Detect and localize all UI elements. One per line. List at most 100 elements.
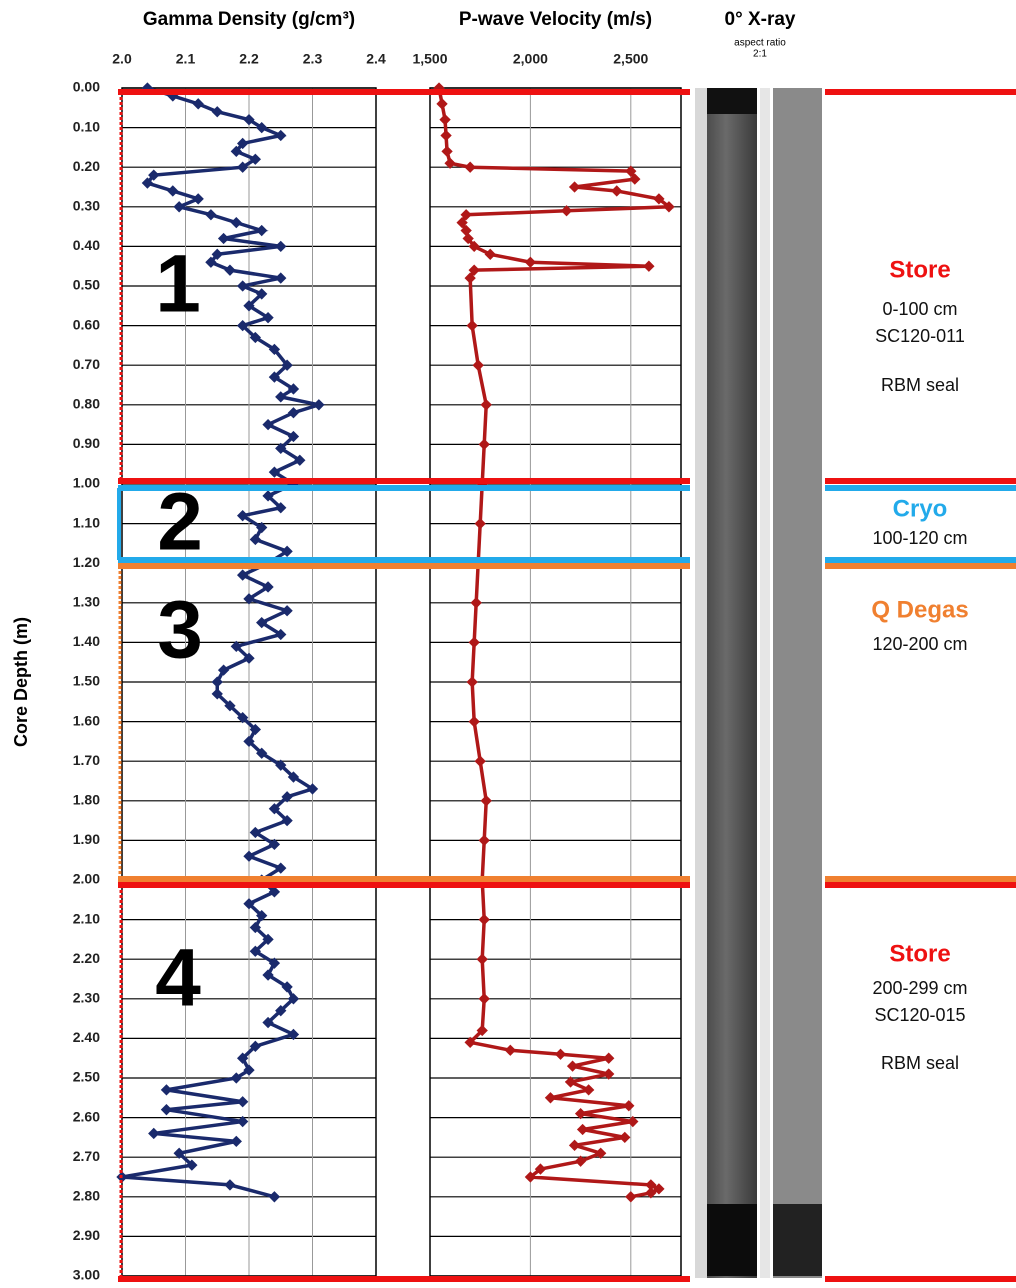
note-text: RBM seal bbox=[881, 375, 959, 395]
data-point bbox=[441, 146, 452, 157]
y-tick-label: 0.00 bbox=[73, 79, 100, 95]
y-axis-label: Core Depth (m) bbox=[11, 617, 31, 747]
data-point bbox=[237, 280, 248, 291]
data-point bbox=[148, 1128, 159, 1139]
data-point bbox=[243, 851, 254, 862]
y-tick-label: 0.40 bbox=[73, 237, 100, 253]
data-point bbox=[275, 130, 286, 141]
xray-core bbox=[773, 88, 822, 1278]
y-tick-label: 1.40 bbox=[73, 633, 100, 649]
data-point bbox=[583, 1084, 594, 1095]
y-tick-label: 1.10 bbox=[73, 514, 100, 530]
panel-title: Gamma Density (g/cm³) bbox=[143, 9, 355, 30]
y-tick-label: 0.50 bbox=[73, 277, 100, 293]
y-tick-label: 0.10 bbox=[73, 118, 100, 134]
data-point bbox=[603, 1053, 614, 1064]
data-point bbox=[545, 1092, 556, 1103]
y-tick-label: 1.70 bbox=[73, 752, 100, 768]
data-point bbox=[567, 1060, 578, 1071]
data-point bbox=[525, 257, 536, 268]
data-point bbox=[167, 185, 178, 196]
y-tick-label: 3.00 bbox=[73, 1267, 100, 1283]
xray-ruler bbox=[695, 88, 707, 1278]
data-point bbox=[231, 1136, 242, 1147]
data-point bbox=[481, 399, 492, 410]
data-point bbox=[237, 569, 248, 580]
y-tick-label: 0.20 bbox=[73, 158, 100, 174]
y-tick-label: 2.10 bbox=[73, 910, 100, 926]
note-text: 200-299 cm bbox=[872, 978, 967, 998]
note-text: SC120-015 bbox=[874, 1005, 965, 1025]
data-point bbox=[173, 201, 184, 212]
y-tick-label: 0.60 bbox=[73, 316, 100, 332]
xray-ruler bbox=[760, 88, 770, 1278]
note-title: Store bbox=[889, 940, 950, 967]
data-point bbox=[505, 1045, 516, 1056]
panel-title: P-wave Velocity (m/s) bbox=[459, 9, 652, 30]
y-tick-label: 1.60 bbox=[73, 712, 100, 728]
x-tick-label: 2.1 bbox=[176, 51, 196, 67]
x-tick-label: 1,500 bbox=[412, 51, 447, 67]
y-tick-label: 2.00 bbox=[73, 871, 100, 887]
xray-title: 0° X-ray bbox=[725, 9, 796, 30]
note-text: 0-100 cm bbox=[882, 299, 957, 319]
data-point bbox=[313, 399, 324, 410]
section-number: 2 bbox=[157, 477, 203, 568]
data-point bbox=[465, 162, 476, 173]
data-point bbox=[643, 261, 654, 272]
data-point bbox=[569, 181, 580, 192]
note-text: RBM seal bbox=[881, 1053, 959, 1073]
data-point bbox=[218, 233, 229, 244]
data-point bbox=[473, 360, 484, 371]
data-point bbox=[577, 1124, 588, 1135]
data-point bbox=[479, 914, 490, 925]
data-point bbox=[467, 320, 478, 331]
data-point bbox=[439, 114, 450, 125]
data-point bbox=[611, 185, 622, 196]
y-tick-label: 2.50 bbox=[73, 1069, 100, 1085]
y-tick-label: 2.90 bbox=[73, 1227, 100, 1243]
y-tick-label: 1.30 bbox=[73, 594, 100, 610]
data-point bbox=[231, 217, 242, 228]
y-tick-label: 1.80 bbox=[73, 792, 100, 808]
y-tick-label: 0.30 bbox=[73, 198, 100, 214]
section-number: 1 bbox=[155, 239, 201, 330]
data-point bbox=[275, 272, 286, 283]
data-point bbox=[619, 1132, 630, 1143]
note-title: Q Degas bbox=[871, 596, 968, 623]
data-point bbox=[161, 1084, 172, 1095]
data-point bbox=[479, 993, 490, 1004]
y-tick-label: 2.20 bbox=[73, 950, 100, 966]
y-tick-label: 0.70 bbox=[73, 356, 100, 372]
data-point bbox=[479, 835, 490, 846]
data-point bbox=[479, 439, 490, 450]
data-point bbox=[281, 605, 292, 616]
xray-subtitle: 2:1 bbox=[753, 49, 767, 60]
note-title: Cryo bbox=[893, 495, 948, 522]
chart: 0° X-ray aspect ratio 2:1 Core Depth (m)… bbox=[0, 0, 1016, 1283]
note-title: Store bbox=[889, 256, 950, 283]
x-tick-label: 2.3 bbox=[303, 51, 323, 67]
x-tick-label: 2.4 bbox=[366, 51, 386, 67]
y-tick-label: 2.70 bbox=[73, 1148, 100, 1164]
y-tick-label: 2.30 bbox=[73, 990, 100, 1006]
y-tick-label: 2.40 bbox=[73, 1029, 100, 1045]
y-tick-label: 1.50 bbox=[73, 673, 100, 689]
data-point bbox=[467, 676, 478, 687]
section-number: 4 bbox=[155, 933, 201, 1024]
y-tick-label: 0.90 bbox=[73, 435, 100, 451]
data-point bbox=[193, 193, 204, 204]
note-text: 100-120 cm bbox=[872, 528, 967, 548]
data-point bbox=[623, 1100, 634, 1111]
data-point bbox=[262, 419, 273, 430]
data-point bbox=[440, 130, 451, 141]
data-point bbox=[485, 249, 496, 260]
xray-panel: 0° X-ray aspect ratio 2:1 bbox=[695, 9, 822, 1278]
y-tick-label: 1.00 bbox=[73, 475, 100, 491]
data-point bbox=[237, 1096, 248, 1107]
note-text: SC120-011 bbox=[875, 326, 965, 346]
data-point bbox=[224, 1179, 235, 1190]
data-point bbox=[161, 1104, 172, 1115]
data-point bbox=[555, 1049, 566, 1060]
data-point bbox=[193, 98, 204, 109]
